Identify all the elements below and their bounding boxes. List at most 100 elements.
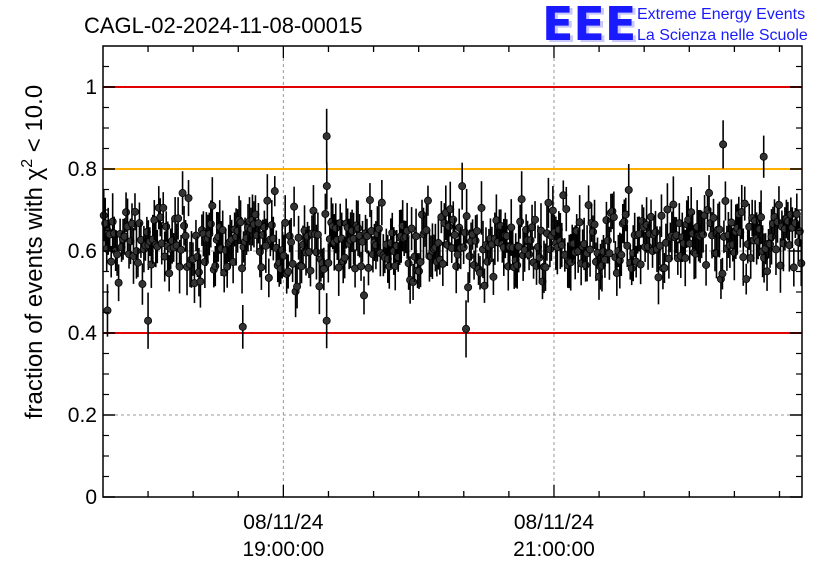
point-marker (450, 230, 459, 239)
point-marker (461, 228, 470, 237)
point-marker (605, 249, 614, 258)
data-point (374, 201, 383, 257)
data-point (423, 185, 432, 216)
data-point (284, 254, 293, 289)
point-marker (319, 265, 328, 274)
data-point (236, 200, 245, 245)
data-point (354, 200, 363, 256)
point-marker (178, 189, 187, 198)
point-marker (284, 267, 293, 276)
x-tick-time: 19:00:00 (242, 538, 324, 561)
data-point (609, 191, 618, 243)
point-marker (287, 238, 296, 247)
point-marker (313, 230, 322, 239)
data-point (763, 251, 772, 291)
plot-frame (102, 45, 803, 498)
data-point (321, 193, 330, 235)
data-points (99, 108, 806, 358)
point-marker (177, 245, 186, 254)
data-point (453, 238, 462, 271)
point-marker (294, 233, 303, 242)
y-tick-label: 0.6 (68, 240, 97, 263)
data-point (771, 223, 780, 275)
data-point (281, 195, 290, 251)
point-marker (180, 221, 189, 230)
data-point (702, 244, 711, 286)
data-point (218, 210, 227, 250)
data-point (450, 217, 459, 252)
y-tick-label: 1 (85, 76, 97, 99)
data-point (669, 176, 678, 233)
data-point (340, 236, 349, 279)
point-marker (589, 227, 598, 236)
data-point (655, 226, 664, 266)
point-marker (309, 206, 318, 215)
data-point (746, 237, 755, 279)
data-point (624, 163, 633, 216)
point-marker (438, 259, 447, 268)
data-point (660, 252, 669, 283)
point-marker (620, 217, 629, 226)
data-point (575, 195, 584, 250)
data-point (136, 221, 145, 258)
data-point (297, 249, 306, 284)
point-marker (174, 214, 183, 223)
data-point (270, 176, 279, 207)
point-marker (270, 187, 279, 196)
data-point (355, 214, 364, 258)
data-point (473, 214, 482, 248)
data-point (541, 243, 550, 291)
data-point (739, 228, 748, 286)
eee-logo-line2: La Scienza nelle Scuole (637, 27, 808, 44)
point-marker (464, 283, 473, 292)
point-marker (719, 140, 728, 149)
point-marker (261, 241, 270, 250)
data-point (287, 218, 296, 267)
data-point (357, 251, 366, 281)
y-label-suffix: < 10.0 (21, 85, 48, 159)
point-marker (517, 195, 526, 204)
point-marker (715, 225, 724, 234)
data-point (263, 174, 272, 228)
data-point (745, 203, 754, 250)
data-point (181, 220, 190, 252)
data-point (590, 199, 599, 250)
x-tick-time: 21:00:00 (513, 538, 595, 561)
data-point (661, 223, 670, 262)
data-point (319, 247, 328, 291)
data-point (358, 220, 367, 263)
point-marker (669, 200, 678, 209)
point-marker (514, 242, 523, 251)
point-marker (113, 250, 122, 259)
grid (103, 46, 802, 497)
data-point (709, 198, 718, 237)
point-marker (681, 253, 690, 262)
data-point (334, 239, 343, 296)
x-tick-date: 08/11/24 (514, 511, 595, 534)
data-point (489, 258, 498, 295)
y-tick-label: 0.8 (68, 158, 97, 181)
point-marker (603, 236, 612, 245)
point-marker (422, 226, 431, 235)
point-marker (507, 223, 516, 232)
point-marker (718, 269, 727, 278)
point-marker (742, 275, 751, 284)
data-point (114, 264, 123, 302)
data-point (462, 188, 471, 244)
data-point (288, 245, 297, 283)
data-point (238, 243, 247, 294)
point-marker (739, 253, 748, 262)
data-point (322, 162, 331, 210)
y-axis-label: fraction of events with χ2 < 10.0 (19, 85, 48, 419)
data-point (279, 234, 288, 277)
point-marker (407, 224, 416, 233)
point-marker (236, 218, 245, 227)
data-point (727, 199, 736, 246)
point-marker (617, 250, 626, 259)
point-marker (541, 263, 550, 272)
data-point (184, 180, 193, 217)
point-marker (660, 263, 669, 272)
point-marker (581, 261, 590, 270)
point-marker (531, 215, 540, 224)
point-marker (340, 253, 349, 262)
